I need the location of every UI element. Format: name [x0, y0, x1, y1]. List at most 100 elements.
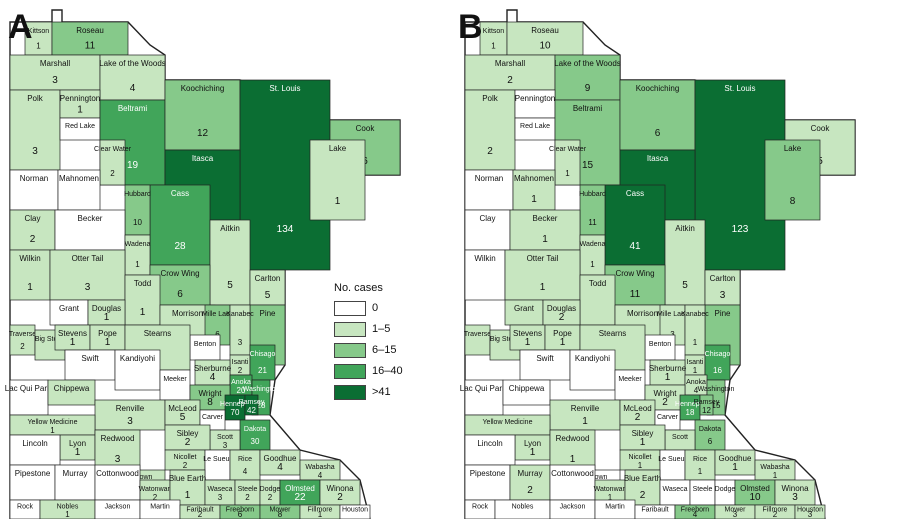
county-name: Hennepin [220, 401, 250, 408]
county-red-lake-a: Red Lake [59, 117, 101, 141]
county-value: 1 [638, 461, 643, 470]
county-value: 1 [608, 493, 613, 502]
county-scott-b: Scott [664, 429, 696, 451]
panel-letter-a: A [8, 8, 33, 46]
county-name: Mille Lacs [657, 311, 689, 318]
county-rice-a: Rice 4 [229, 449, 261, 481]
county-name: McLeod [168, 404, 196, 413]
county-name: Polk [482, 94, 499, 103]
county-name: Pine [259, 309, 276, 318]
county-clear-water-a: Clear Water 2 [94, 139, 132, 186]
county-name: Todd [134, 279, 151, 288]
county-name: Swift [536, 354, 554, 363]
county-shape [704, 344, 731, 381]
county-value: 1 [77, 104, 83, 115]
county-lake-b: Lake 8 [764, 139, 821, 221]
county-value: 6 [238, 510, 243, 519]
county-name: Aitkin [220, 224, 240, 233]
county-value: 1 [665, 372, 671, 383]
county-norman-a: Norman [9, 169, 59, 211]
county-name: Wabasha [760, 464, 789, 471]
county-name: Wadena [125, 241, 151, 248]
county-name: Redwood [556, 434, 590, 443]
county-jackson-b: Jackson [549, 499, 596, 519]
county-name: Le Sueur [658, 456, 687, 463]
county-shape [504, 249, 581, 301]
county-name: St. Louis [724, 84, 755, 93]
county-value: 1 [185, 490, 191, 501]
county-value: 3 [115, 454, 121, 465]
county-value: 3 [127, 416, 133, 427]
county-name: Becker [78, 214, 103, 223]
county-name: Traverse [9, 331, 36, 338]
county-name: Watonwan [139, 486, 172, 493]
legend-swatch-1 [334, 321, 366, 337]
legend-swatch-3 [334, 363, 366, 379]
county-otter-tail-b: Otter Tail 1 [504, 249, 581, 301]
county-value: 2 [662, 397, 668, 408]
county-name: Mower [724, 506, 746, 513]
county-cottonwood-a: Cottonwood [94, 464, 141, 501]
county-value: 3 [218, 493, 223, 502]
county-shape [774, 479, 816, 506]
county-name: Norman [475, 174, 503, 183]
county-name: Beltrami [118, 104, 148, 113]
county-name: Kittson [483, 28, 505, 35]
county-shape [554, 54, 621, 101]
county-value: 10 [749, 492, 761, 503]
county-value: 12 [197, 128, 209, 139]
county-value: 1 [590, 260, 595, 269]
county-name: Freeborn [681, 506, 710, 513]
county-jackson-a: Jackson [94, 499, 141, 519]
legend-swatch-4 [334, 384, 366, 400]
county-shape [649, 359, 686, 386]
legend-label-0: 0 [372, 302, 379, 314]
county-name: Cook [811, 124, 831, 133]
county-shape [94, 429, 141, 471]
county-value: 3 [670, 330, 675, 339]
county-value: 2 [337, 492, 343, 503]
county-name: Rock [17, 504, 33, 511]
county-name: Stearns [144, 329, 172, 338]
county-shape [549, 429, 596, 471]
county-name: Swift [81, 354, 99, 363]
county-name: Wright [199, 389, 223, 398]
county-name: Itasca [192, 154, 214, 163]
county-name: Steele [693, 486, 713, 493]
county-value: 1 [693, 338, 698, 347]
county-aitkin-b: Aitkin 5 [664, 219, 706, 306]
county-swift-a: Swift [64, 349, 116, 381]
county-value: 2 [110, 169, 115, 178]
county-name: Big Stone [490, 336, 520, 343]
county-name: Anoka [231, 379, 251, 386]
county-value: 2 [635, 412, 641, 423]
county-name: Beltrami [573, 104, 603, 113]
county-name: Martin [150, 504, 170, 511]
county-value: 3 [32, 146, 38, 157]
county-name: Houston [797, 506, 823, 513]
county-value: 1 [105, 337, 111, 348]
county-polk-b: Polk 2 [464, 89, 516, 171]
county-value: 1 [693, 366, 698, 375]
county-cass-b: Cass 41 [604, 184, 666, 266]
county-value: 5 [227, 280, 233, 291]
county-value: 1 [540, 282, 546, 293]
county-waseca-b: Waseca [659, 479, 691, 506]
county-dakota-b: Dakota 6 [694, 419, 726, 451]
county-shape [124, 234, 151, 276]
county-name: Lake [784, 144, 802, 153]
county-name: Carver [202, 414, 224, 421]
county-shape [309, 139, 366, 221]
county-value: 4 [243, 467, 248, 476]
county-grant-a: Grant [49, 299, 89, 326]
county-shape [644, 334, 676, 361]
county-name: Brown [588, 474, 608, 481]
legend-item-1: 1–5 [334, 320, 430, 338]
county-value: 1 [531, 194, 537, 205]
county-value: 5 [180, 412, 186, 423]
county-shape [506, 21, 584, 56]
